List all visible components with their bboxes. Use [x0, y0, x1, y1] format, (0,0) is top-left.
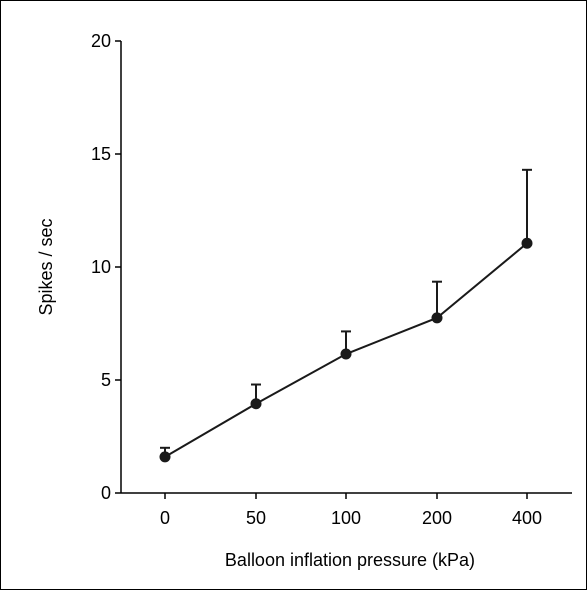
y-tick-label: 5: [101, 370, 111, 390]
x-axis-label: Balloon inflation pressure (kPa): [225, 550, 475, 570]
y-tick-label: 10: [91, 257, 111, 277]
data-point: [159, 451, 171, 463]
series-layer: [159, 168, 533, 463]
data-point: [340, 348, 352, 360]
x-tick-label: 400: [512, 508, 542, 528]
y-tick-label: 20: [91, 31, 111, 51]
x-tick-label: 0: [160, 508, 170, 528]
data-point: [250, 398, 262, 410]
data-point: [431, 312, 443, 324]
x-tick-label: 50: [246, 508, 266, 528]
y-ticks: 0 5 10 15 20: [91, 31, 121, 503]
y-tick-label: 15: [91, 144, 111, 164]
x-tick-label: 200: [422, 508, 452, 528]
x-ticks: 0 50 100 200 400: [160, 493, 542, 528]
axes: [120, 41, 572, 494]
y-tick-label: 0: [101, 483, 111, 503]
y-axis-label: Spikes / sec: [36, 218, 56, 315]
data-point: [521, 237, 533, 249]
x-tick-label: 100: [331, 508, 361, 528]
